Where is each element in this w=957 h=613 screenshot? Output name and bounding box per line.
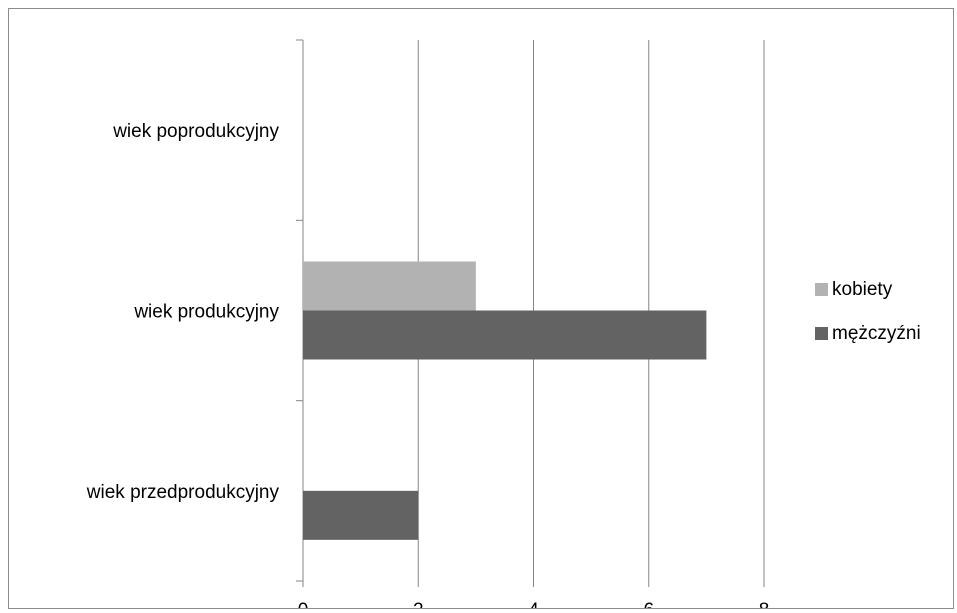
category-label: wiek produkcyjny [133,302,279,323]
bars [303,261,707,540]
category-label: wiek poprodukcyjny [112,121,279,142]
category-labels: wiek poprodukcyjny wiek produkcyjny wiek p… [86,121,280,503]
x-tick-label: 6 [643,600,654,608]
x-tick-label: 8 [759,600,770,608]
bar-chart: wiek poprodukcyjny wiek produkcyjny wiek p… [86,39,921,613]
x-tick-label: 2 [413,600,424,608]
legend-swatch [815,283,828,296]
category-label: wiek przedprodukcyjny [86,482,280,503]
bar-mezczyzni-1 [303,310,707,360]
x-tick-label: 0 [298,600,309,608]
legend-label: kobiety [832,279,893,300]
bar-mezczyzni-2 [303,490,419,540]
legend-label: mężczyźni [832,323,921,344]
x-tick-label: 4 [528,600,539,608]
tick-labels: 0 2 4 6 8 [298,600,770,613]
legend: kobiety mężczyźni [815,279,921,344]
legend-swatch [815,327,828,340]
chart-frame: wiek poprodukcyjny wiek produkcyjny wiek p… [8,8,954,613]
bar-kobiety-1 [303,261,476,311]
